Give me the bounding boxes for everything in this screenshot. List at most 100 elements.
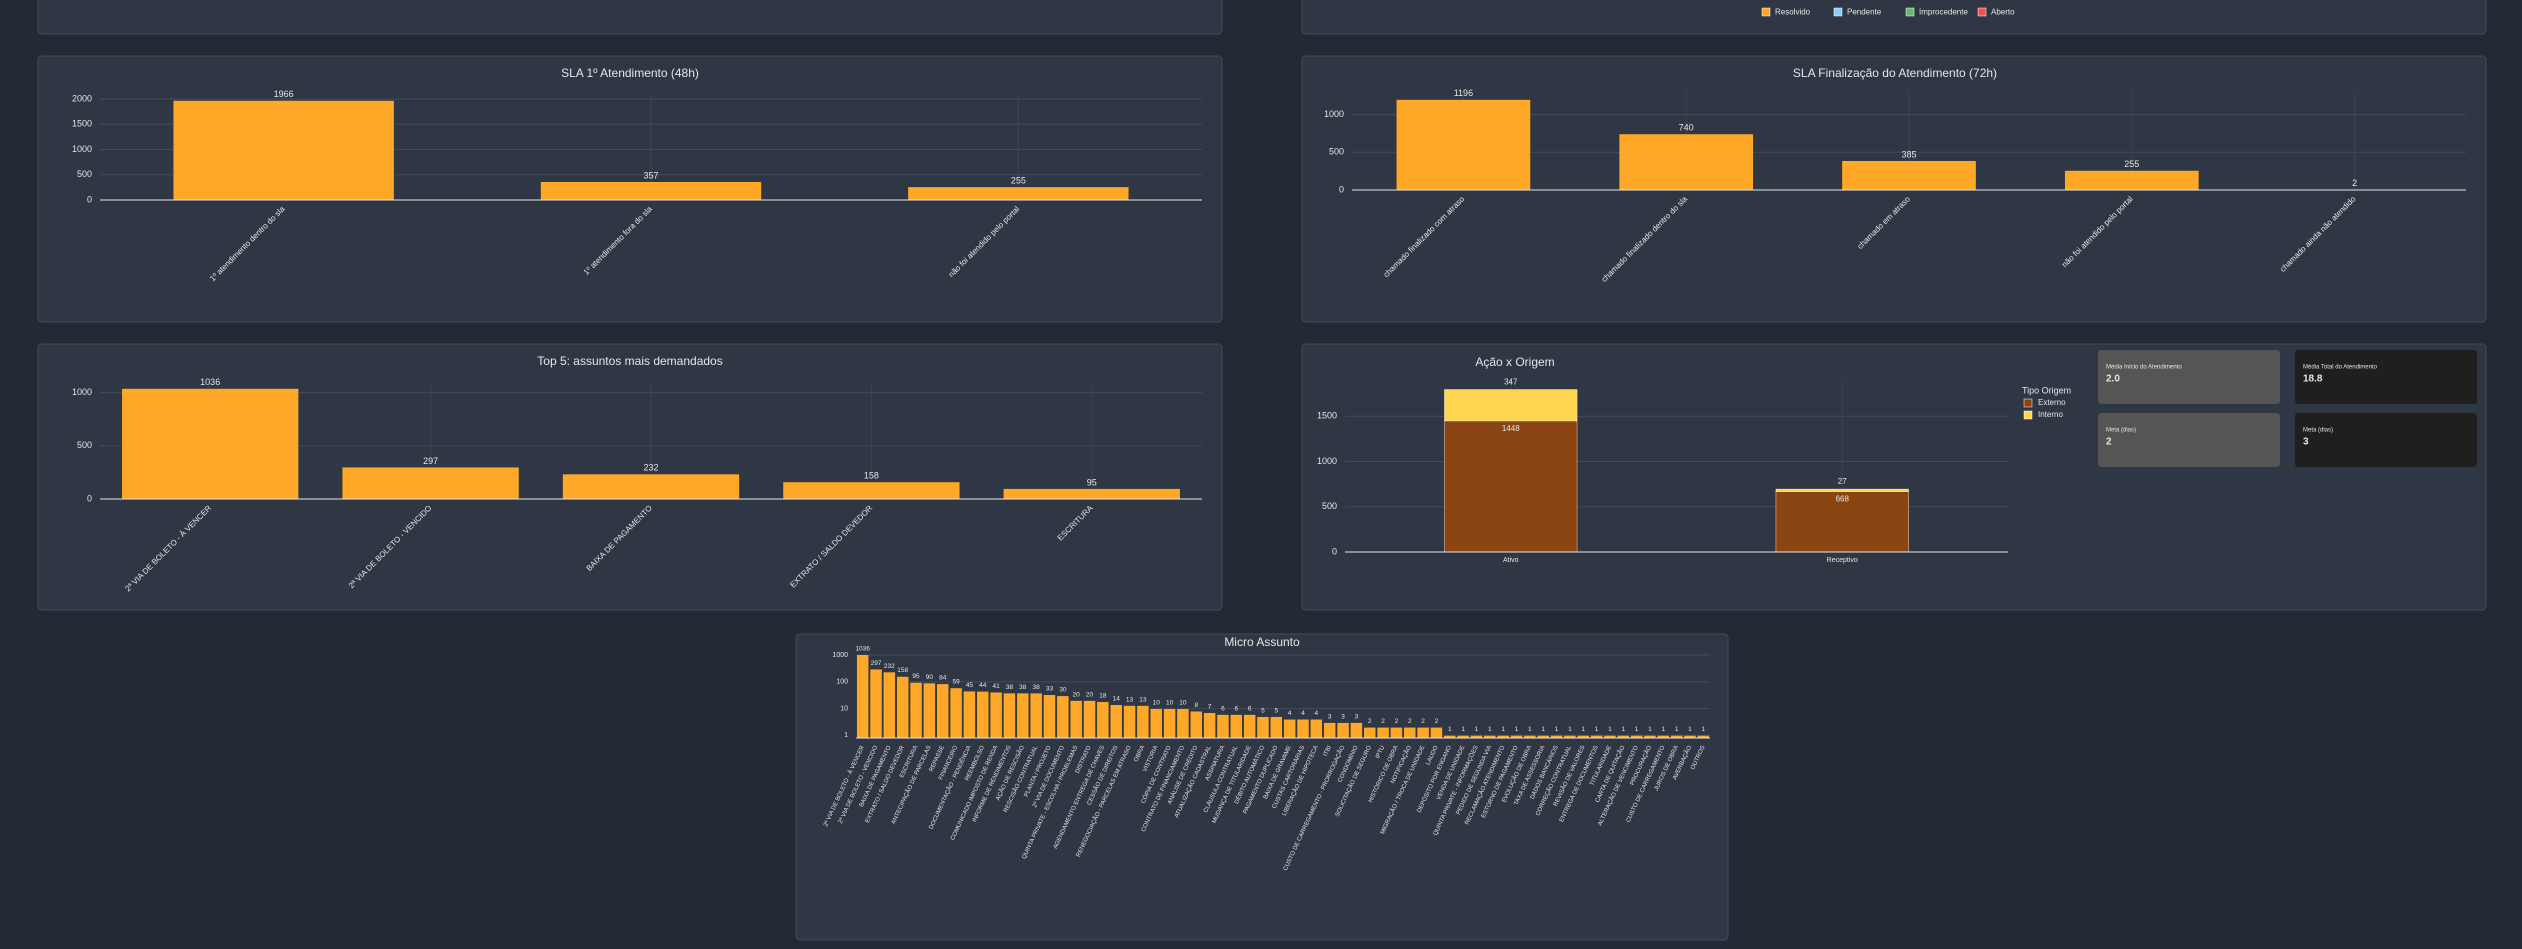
bar: [976, 691, 990, 739]
data-label: 1: [1635, 726, 1639, 733]
legend-swatch: [1905, 7, 1915, 17]
data-label: 1196: [1454, 88, 1473, 98]
chart-title: Ação x Origem: [1475, 355, 1554, 369]
data-label: 1966: [274, 89, 294, 99]
data-label: 158: [897, 667, 908, 674]
data-label: 668: [1836, 495, 1850, 504]
bar: [540, 181, 762, 200]
kpi-value: 2: [2106, 437, 2112, 448]
kpi-card: [2098, 350, 2280, 404]
y-tick-label: 1000: [1317, 456, 1337, 466]
bar: [1149, 708, 1163, 739]
kpi-label: Média Total do Atendimento: [2303, 365, 2378, 371]
data-label: 7: [1208, 703, 1212, 710]
bar: [1069, 700, 1083, 739]
legend-label: Resolvido: [1775, 8, 1811, 17]
bar: [173, 100, 394, 200]
bar: [1083, 700, 1096, 739]
bar: [1230, 714, 1243, 739]
bar: [1003, 692, 1016, 739]
kpi-value: 2.0: [2106, 374, 2120, 385]
bar: [1176, 708, 1190, 739]
data-label: 45: [966, 682, 974, 689]
data-label: 1: [1661, 726, 1665, 733]
x-tick-label: IPTU: [1375, 745, 1386, 760]
bar: [869, 668, 883, 739]
bar: [1136, 705, 1150, 739]
y-tick-label: 0: [1332, 546, 1337, 556]
data-label: 385: [1901, 149, 1916, 159]
chart-title: SLA Finalização do Atendimento (72h): [1793, 66, 1997, 80]
bar: [1396, 99, 1531, 190]
y-tick-label: 500: [1322, 501, 1337, 511]
bar: [936, 683, 949, 739]
bar: [1842, 160, 1976, 190]
data-label: 2: [2352, 178, 2357, 188]
data-label: 1: [1475, 726, 1479, 733]
data-label: 232: [884, 663, 895, 670]
data-label: 1: [1501, 726, 1505, 733]
y-tick-label: 0: [1339, 184, 1344, 194]
data-label: 2: [1395, 718, 1399, 725]
y-tick-label: 500: [77, 169, 92, 179]
data-label: 4: [1315, 710, 1319, 717]
bar: [896, 676, 909, 739]
bar: [1163, 708, 1176, 739]
data-label: 2: [1408, 718, 1412, 725]
bar: [2064, 170, 2199, 190]
bar: [1216, 714, 1230, 739]
data-label: 255: [2124, 159, 2139, 169]
bar: [1363, 727, 1376, 739]
data-label: 297: [423, 456, 438, 466]
y-tick-label: 1000: [72, 144, 92, 154]
data-label: 357: [643, 170, 658, 180]
kpi-card: [2295, 350, 2477, 404]
panel: [37, 0, 1223, 35]
bar: [1056, 695, 1070, 739]
bar: [562, 474, 740, 499]
data-label: 6: [1221, 705, 1225, 712]
bar: [1123, 705, 1136, 739]
legend-label: Externo: [2038, 398, 2066, 407]
legend-label: Interno: [2038, 410, 2063, 419]
bar-segment: [1775, 491, 1909, 553]
bar: [909, 682, 923, 739]
data-label: 27: [1838, 477, 1847, 486]
data-label: 5: [1261, 707, 1265, 714]
data-label: 13: [1139, 696, 1147, 703]
data-label: 1: [1555, 726, 1559, 733]
chart-title: Top 5: assuntos mais demandados: [537, 354, 722, 368]
bar: [1003, 488, 1180, 499]
bar: [856, 654, 869, 739]
data-label: 95: [912, 673, 920, 680]
legend-label: Aberto: [1991, 8, 2015, 17]
panel: [1301, 343, 2487, 611]
bar: [923, 682, 936, 739]
data-label: 10: [1153, 699, 1161, 706]
data-label: 2: [1368, 718, 1372, 725]
bar: [1256, 716, 1270, 739]
data-label: 1: [1488, 726, 1492, 733]
data-label: 1: [1581, 726, 1585, 733]
kpi-card: [2295, 413, 2477, 467]
bar: [1336, 722, 1350, 739]
data-label: 3: [1341, 713, 1345, 720]
y-tick-label: 1000: [832, 652, 848, 659]
data-label: 1: [1448, 726, 1452, 733]
y-tick-label: 1000: [1324, 109, 1344, 119]
data-label: 4: [1301, 710, 1305, 717]
bar: [1416, 727, 1430, 739]
data-label: 59: [952, 679, 960, 686]
legend-swatch: [2023, 410, 2033, 420]
bar: [1430, 727, 1443, 739]
x-tick-label: Ativo: [1503, 557, 1519, 564]
bar: [1043, 694, 1056, 739]
data-label: 1: [1702, 726, 1706, 733]
data-label: 41: [992, 683, 1000, 690]
data-label: 38: [1006, 684, 1014, 691]
bar: [1403, 727, 1417, 739]
bar: [1016, 692, 1030, 739]
data-label: 1: [1648, 726, 1652, 733]
data-label: 3: [1355, 713, 1359, 720]
